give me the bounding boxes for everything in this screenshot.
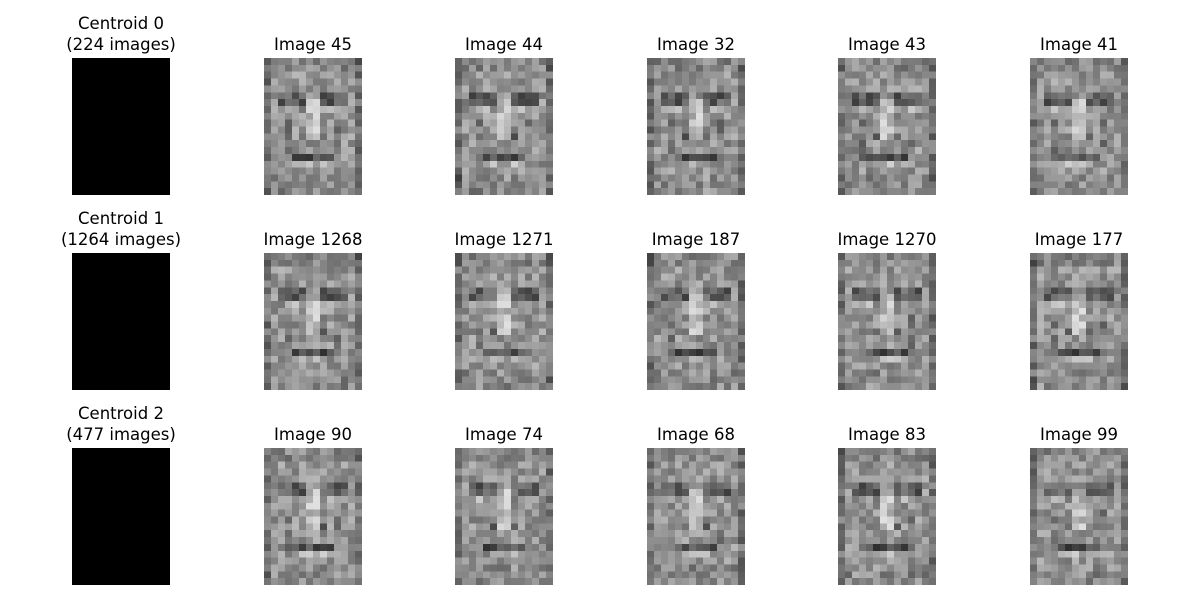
centroid-image	[72, 448, 170, 585]
face-image	[455, 58, 553, 195]
member-image-title: Image 187	[651, 230, 741, 249]
cluster-row-0: Centroid 0 (224 images) Image 45 Image 4…	[0, 0, 1200, 195]
centroid-count: (224 images)	[66, 35, 176, 54]
centroid-title: Centroid 2	[78, 404, 164, 423]
member-cell: Image 177	[984, 195, 1174, 390]
member-cell: Image 83	[792, 390, 982, 585]
member-cell: Image 187	[601, 195, 791, 390]
member-cell: Image 99	[984, 390, 1174, 585]
member-image-title: Image 99	[1040, 425, 1118, 444]
member-image-title: Image 32	[657, 35, 735, 54]
face-image	[647, 58, 745, 195]
face-image	[838, 448, 936, 585]
member-cell: Image 90	[218, 390, 408, 585]
member-image-title: Image 177	[1034, 230, 1124, 249]
member-image-title: Image 44	[465, 35, 543, 54]
centroid-cell: Centroid 0 (224 images)	[26, 0, 216, 195]
member-image-title: Image 43	[848, 35, 926, 54]
member-image-title: Image 83	[848, 425, 926, 444]
member-image-title: Image 74	[465, 425, 543, 444]
face-image	[1030, 448, 1128, 585]
centroid-image	[72, 58, 170, 195]
member-cell: Image 41	[984, 0, 1174, 195]
member-cell: Image 44	[409, 0, 599, 195]
member-image-title: Image 1270	[837, 230, 937, 249]
member-cell: Image 32	[601, 0, 791, 195]
member-image-title: Image 68	[657, 425, 735, 444]
member-image-title: Image 90	[274, 425, 352, 444]
member-cell: Image 1271	[409, 195, 599, 390]
centroid-cell: Centroid 2 (477 images)	[26, 390, 216, 585]
face-image	[1030, 58, 1128, 195]
member-image-title: Image 1268	[263, 230, 363, 249]
centroid-title: Centroid 1	[78, 209, 164, 228]
member-cell: Image 1270	[792, 195, 982, 390]
face-image	[264, 448, 362, 585]
centroid-count: (1264 images)	[60, 230, 182, 249]
member-cell: Image 45	[218, 0, 408, 195]
cluster-row-2: Centroid 2 (477 images) Image 90 Image 7…	[0, 390, 1200, 585]
face-image	[1030, 253, 1128, 390]
member-image-title: Image 45	[274, 35, 352, 54]
face-image	[647, 253, 745, 390]
face-image	[455, 448, 553, 585]
face-image	[264, 58, 362, 195]
face-image	[838, 58, 936, 195]
centroid-title: Centroid 0	[78, 14, 164, 33]
face-image	[455, 253, 553, 390]
member-cell: Image 1268	[218, 195, 408, 390]
face-image	[264, 253, 362, 390]
member-image-title: Image 41	[1040, 35, 1118, 54]
member-cell: Image 74	[409, 390, 599, 585]
cluster-row-1: Centroid 1 (1264 images) Image 1268 Imag…	[0, 195, 1200, 390]
centroid-count: (477 images)	[66, 425, 176, 444]
member-cell: Image 68	[601, 390, 791, 585]
centroid-cell: Centroid 1 (1264 images)	[26, 195, 216, 390]
member-cell: Image 43	[792, 0, 982, 195]
face-image	[647, 448, 745, 585]
face-image	[838, 253, 936, 390]
member-image-title: Image 1271	[454, 230, 554, 249]
centroid-image	[72, 253, 170, 390]
